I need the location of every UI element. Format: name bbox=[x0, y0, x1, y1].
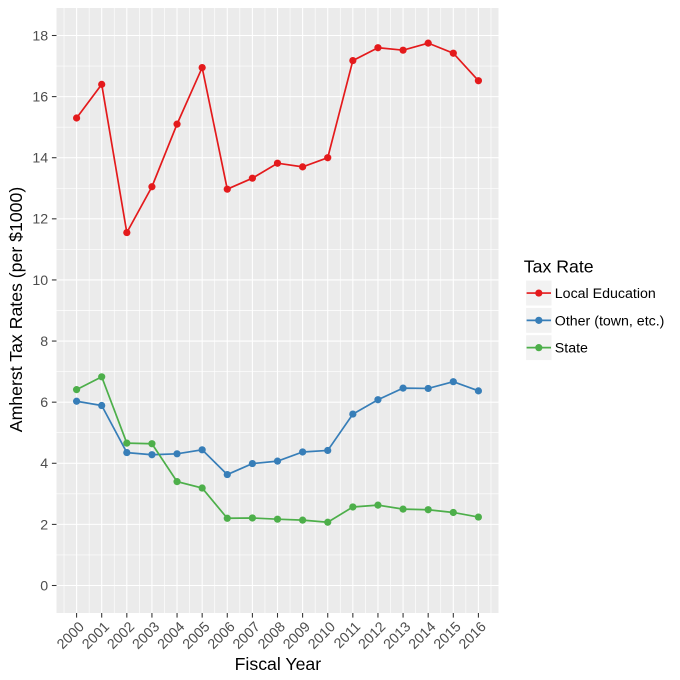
svg-text:0: 0 bbox=[40, 578, 48, 594]
svg-text:16: 16 bbox=[32, 90, 48, 106]
svg-text:6: 6 bbox=[40, 395, 48, 411]
svg-text:Other (town, etc.): Other (town, etc.) bbox=[555, 313, 665, 329]
svg-text:State: State bbox=[555, 341, 588, 357]
svg-text:Fiscal Year: Fiscal Year bbox=[235, 654, 322, 674]
svg-text:10: 10 bbox=[32, 273, 48, 289]
svg-text:18: 18 bbox=[32, 28, 48, 44]
svg-text:8: 8 bbox=[40, 334, 48, 350]
svg-text:14: 14 bbox=[32, 151, 48, 167]
svg-text:2: 2 bbox=[40, 517, 48, 533]
svg-text:12: 12 bbox=[32, 212, 48, 228]
svg-text:Amherst Tax Rates (per $1000): Amherst Tax Rates (per $1000) bbox=[6, 187, 26, 432]
svg-text:Local Education: Local Education bbox=[555, 286, 656, 302]
svg-text:Tax Rate: Tax Rate bbox=[524, 256, 594, 276]
svg-text:4: 4 bbox=[40, 456, 48, 472]
